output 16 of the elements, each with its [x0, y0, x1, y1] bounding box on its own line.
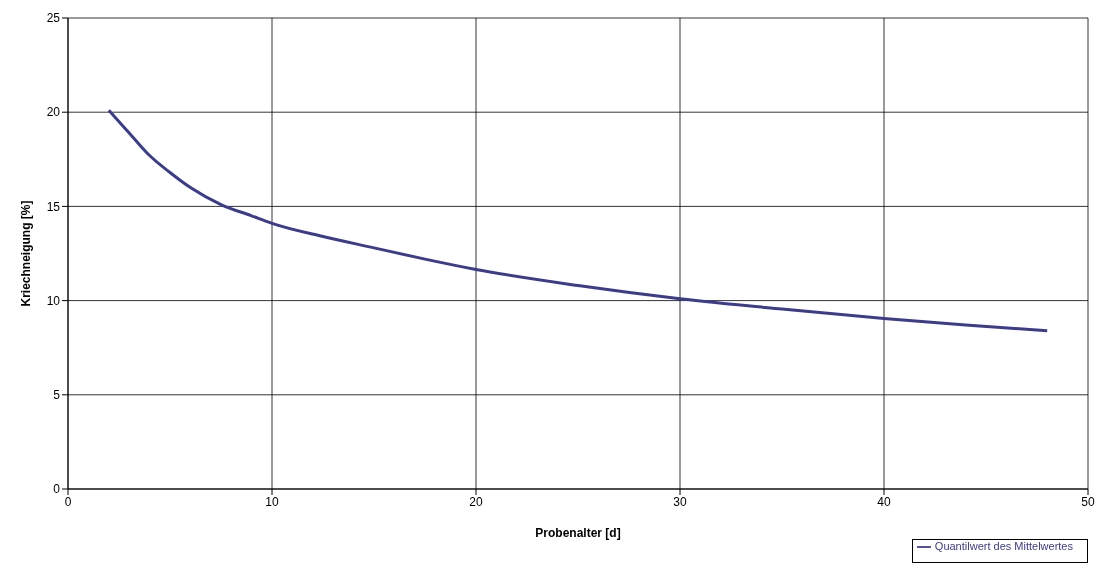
y-tick-label: 20: [46, 105, 61, 120]
x-tick-label: 40: [877, 494, 891, 509]
x-tick-label: 0: [64, 494, 72, 509]
x-tick-label: 50: [1081, 494, 1095, 509]
legend-label: Quantilwert des Mittelwertes: [934, 540, 1073, 552]
y-tick-label: 15: [46, 199, 61, 214]
x-tick-label: 10: [265, 494, 279, 509]
y-tick-label: 5: [53, 388, 61, 403]
line-series: [107, 108, 1049, 333]
y-tick-label: 10: [46, 293, 61, 308]
x-tick-label: 30: [673, 494, 687, 509]
y-tick-label: 0: [53, 482, 61, 497]
x-axis-title: Probenalter [d]: [535, 526, 621, 540]
y-tick-label: 25: [46, 11, 61, 26]
x-tick-label: 20: [469, 494, 483, 509]
y-axis-title: Kriechneigung [%]: [19, 200, 34, 307]
